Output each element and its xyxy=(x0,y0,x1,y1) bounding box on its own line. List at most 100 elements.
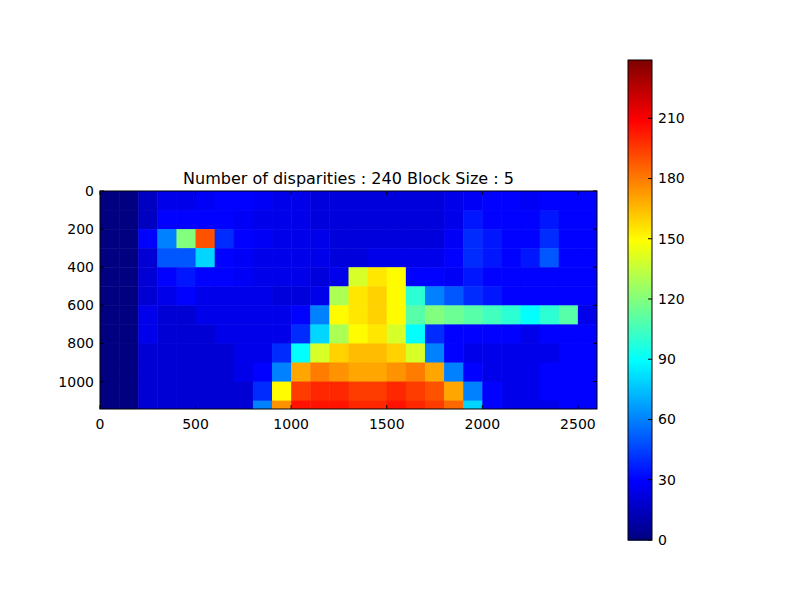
heatmap-cell xyxy=(138,210,158,230)
heatmap-cell xyxy=(215,191,235,211)
colorbar-frame xyxy=(628,60,652,540)
heatmap-cell xyxy=(119,363,139,383)
heatmap-cell xyxy=(119,229,139,249)
y-tick xyxy=(593,229,597,230)
heatmap-cell xyxy=(406,343,426,363)
heatmap-cell xyxy=(444,248,464,268)
y-tick xyxy=(593,191,597,192)
heatmap-cell xyxy=(349,248,369,268)
y-tick-label: 600 xyxy=(67,297,94,313)
heatmap-cell xyxy=(329,267,349,287)
x-tick xyxy=(482,191,483,195)
heatmap-cell xyxy=(578,210,597,230)
heatmap-cell xyxy=(463,305,483,325)
heatmap-cell xyxy=(482,229,502,249)
heatmap-cell xyxy=(253,305,273,325)
heatmap-cell xyxy=(176,286,196,306)
heatmap-cell xyxy=(406,191,426,211)
heatmap-cell xyxy=(387,363,407,383)
heatmap-cell xyxy=(234,401,254,409)
heatmap-cell xyxy=(578,286,597,306)
heatmap-cell xyxy=(119,191,139,211)
heatmap-cell xyxy=(559,267,579,287)
heatmap-cell xyxy=(291,229,311,249)
heatmap-cell xyxy=(349,191,369,211)
colorbar-tick-label: 150 xyxy=(658,231,685,247)
heatmap-cell xyxy=(425,210,445,230)
y-tick-label: 800 xyxy=(67,335,94,351)
heatmap-cell xyxy=(138,286,158,306)
heatmap-cell xyxy=(559,286,579,306)
heatmap-cell xyxy=(521,401,541,409)
heatmap-cell xyxy=(463,248,483,268)
heatmap-cell xyxy=(387,324,407,344)
colorbar-tick-label: 120 xyxy=(658,291,685,307)
heatmap-cell xyxy=(272,229,292,249)
heatmap-cell xyxy=(349,210,369,230)
heatmap-cell xyxy=(310,401,330,409)
heatmap-cell xyxy=(387,267,407,287)
heatmap-cell xyxy=(253,401,273,409)
heatmap-cell xyxy=(157,229,177,249)
heatmap-cell xyxy=(291,305,311,325)
x-tick-label: 1000 xyxy=(273,416,309,432)
heatmap-cells xyxy=(100,191,597,409)
heatmap-cell xyxy=(578,343,597,363)
heatmap-cell xyxy=(329,210,349,230)
colorbar-tick-label: 90 xyxy=(658,351,676,367)
heatmap-cell xyxy=(291,191,311,211)
heatmap-cell xyxy=(349,305,369,325)
x-tick-label: 0 xyxy=(96,416,105,432)
heatmap-cell xyxy=(521,191,541,211)
heatmap-cell xyxy=(196,324,216,344)
heatmap-cell xyxy=(215,343,235,363)
heatmap-cell xyxy=(444,267,464,287)
heatmap-cell xyxy=(310,305,330,325)
heatmap-cell xyxy=(368,382,388,402)
heatmap-cell xyxy=(215,286,235,306)
colorbar-tick-label: 0 xyxy=(658,532,667,548)
heatmap-cell xyxy=(368,324,388,344)
heatmap-cell xyxy=(349,229,369,249)
heatmap-cell xyxy=(272,191,292,211)
heatmap-cell xyxy=(387,382,407,402)
heatmap-cell xyxy=(540,343,560,363)
y-tick-label: 400 xyxy=(67,259,94,275)
heatmap-cell xyxy=(310,382,330,402)
colorbar-tick xyxy=(648,419,652,420)
heatmap-cell xyxy=(406,401,426,409)
heatmap-cell xyxy=(406,286,426,306)
heatmap-cell xyxy=(196,248,216,268)
heatmap-cell xyxy=(138,382,158,402)
heatmap-cell xyxy=(425,191,445,211)
heatmap-cell xyxy=(368,343,388,363)
heatmap-cell xyxy=(521,210,541,230)
heatmap-cell xyxy=(100,401,120,409)
heatmap-cell xyxy=(559,401,579,409)
heatmap-cell xyxy=(425,229,445,249)
x-tick xyxy=(577,191,578,195)
heatmap-cell xyxy=(272,248,292,268)
heatmap-cell xyxy=(463,363,483,383)
heatmap-cell xyxy=(329,363,349,383)
heatmap-cell xyxy=(234,191,254,211)
heatmap-cell xyxy=(176,363,196,383)
heatmap-cell xyxy=(253,324,273,344)
colorbar-tick xyxy=(648,238,652,239)
y-tick xyxy=(593,343,597,344)
heatmap-cell xyxy=(501,382,521,402)
heatmap-cell xyxy=(368,401,388,409)
heatmap-cell xyxy=(310,229,330,249)
heatmap-cell xyxy=(329,382,349,402)
heatmap-cell xyxy=(482,248,502,268)
heatmap-cell xyxy=(176,343,196,363)
heatmap-cell xyxy=(578,382,597,402)
heatmap-cell xyxy=(521,324,541,344)
colorbar xyxy=(628,60,652,541)
y-tick xyxy=(100,191,104,192)
heatmap-cell xyxy=(291,267,311,287)
heatmap-cell xyxy=(578,401,597,409)
heatmap-cell xyxy=(482,363,502,383)
heatmap-cell xyxy=(501,210,521,230)
heatmap-cell xyxy=(578,267,597,287)
